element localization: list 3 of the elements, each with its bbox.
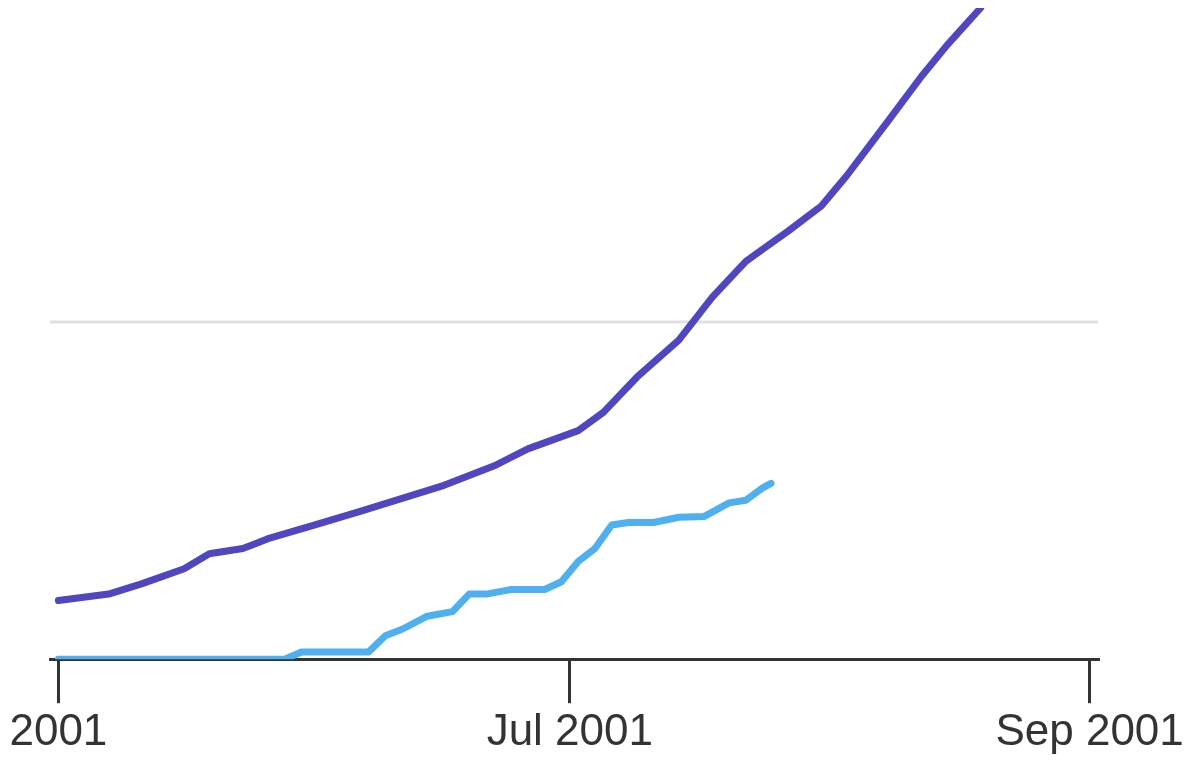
x-tick-label: Jul 2001 [486,704,653,754]
x-tick-label: Sep 2001 [995,704,1184,754]
x-tick-label: 2001 [9,704,108,754]
